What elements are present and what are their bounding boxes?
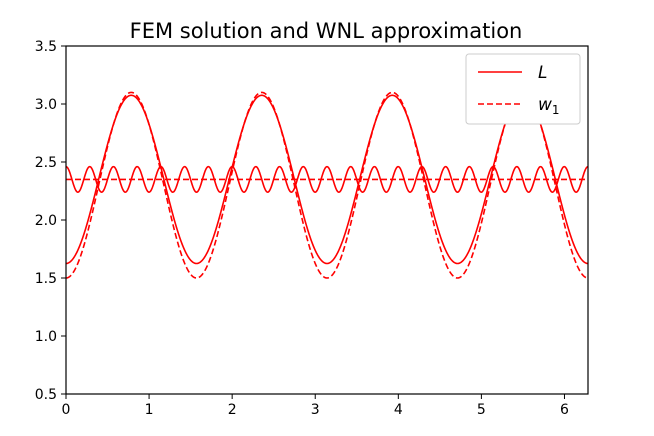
legend-box xyxy=(465,53,581,125)
legend-label-L: L xyxy=(538,63,547,83)
x-tick-label: 5 xyxy=(477,402,486,418)
y-axis: 0.5 1.0 1.5 2.0 2.5 3.0 3.5 xyxy=(35,39,66,403)
legend-label-subscript: 1 xyxy=(552,103,560,117)
legend-label-w: w xyxy=(538,95,552,115)
chart-title: FEM solution and WNL approximation xyxy=(130,19,523,43)
x-tick-label: 0 xyxy=(62,402,71,418)
series-L-ripple-line xyxy=(66,165,588,193)
legend-label-w1: w1 xyxy=(538,95,560,117)
y-tick-label: 0.5 xyxy=(35,387,57,403)
x-tick-label: 2 xyxy=(228,402,237,418)
series-w1-main-line xyxy=(66,91,588,279)
x-tick-label: 6 xyxy=(560,402,569,418)
x-tick-label: 4 xyxy=(394,402,403,418)
y-tick-label: 3.5 xyxy=(35,39,57,55)
y-tick-label: 1.5 xyxy=(35,271,57,287)
x-axis: 0 1 2 3 4 5 6 xyxy=(62,394,569,418)
y-tick-label: 1.0 xyxy=(35,329,57,345)
x-tick-label: 3 xyxy=(311,402,320,418)
y-tick-label: 3.0 xyxy=(35,97,57,113)
legend: L w1 xyxy=(465,53,581,125)
x-tick-label: 1 xyxy=(145,402,154,418)
y-tick-label: 2.0 xyxy=(35,213,57,229)
plot-area xyxy=(66,91,588,279)
y-tick-label: 2.5 xyxy=(35,155,57,171)
